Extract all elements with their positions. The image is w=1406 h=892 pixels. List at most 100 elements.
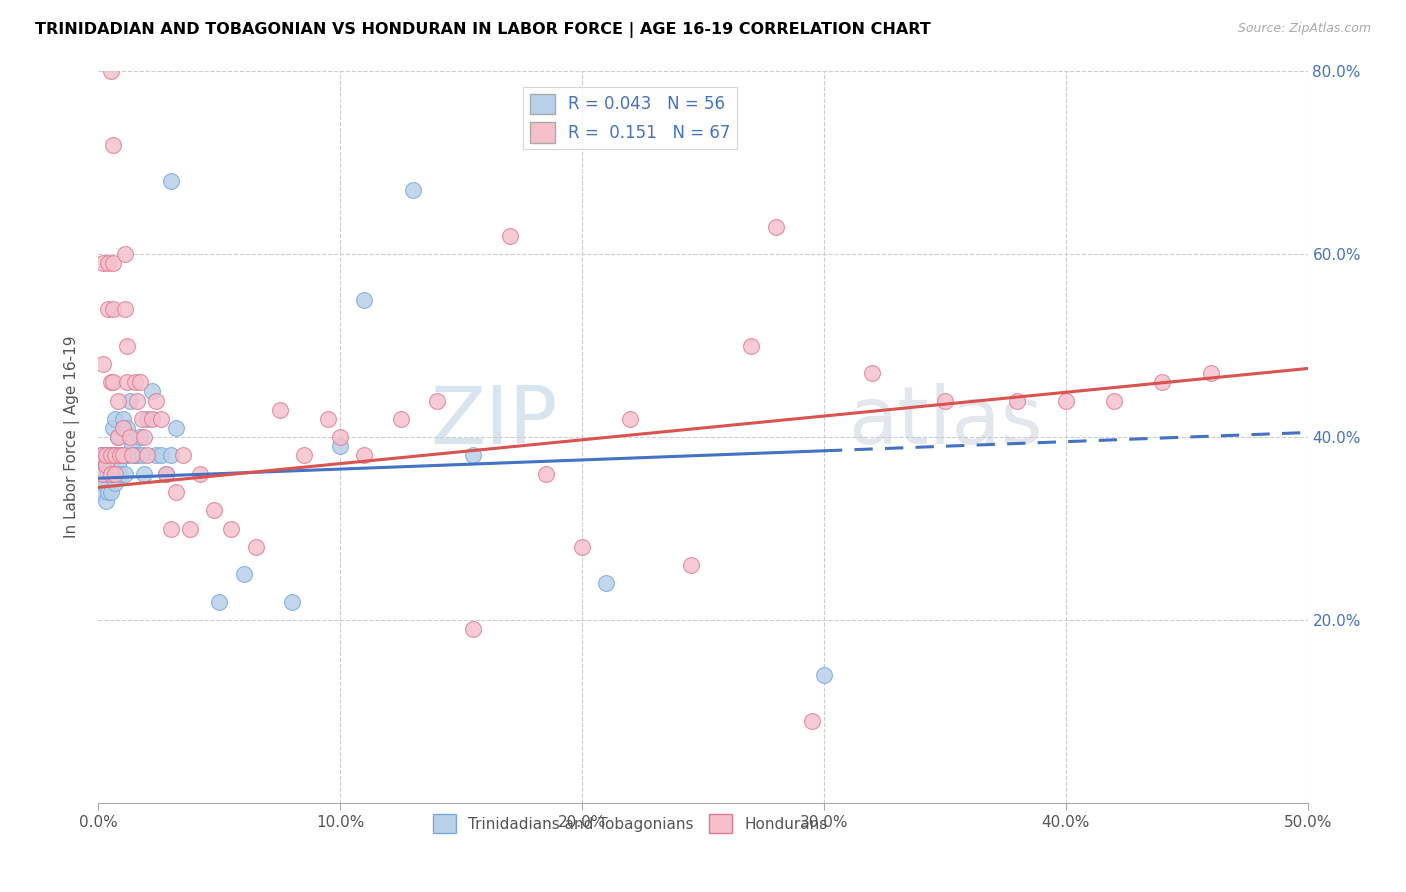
- Point: [91, 475, 114, 490]
- Text: atlas: atlas: [848, 384, 1042, 461]
- Point: [117, 338, 139, 352]
- Point: [124, 448, 146, 462]
- Point: [104, 448, 127, 462]
- Point: [402, 183, 425, 197]
- Text: ZIP: ZIP: [430, 384, 558, 461]
- Text: TRINIDADIAN AND TOBAGONIAN VS HONDURAN IN LABOR FORCE | AGE 16-19 CORRELATION CH: TRINIDADIAN AND TOBAGONIAN VS HONDURAN I…: [35, 22, 931, 38]
- Point: [127, 448, 149, 462]
- Point: [141, 412, 163, 426]
- Point: [97, 448, 120, 462]
- Point: [111, 448, 134, 462]
- Point: [90, 448, 112, 462]
- Point: [97, 301, 120, 317]
- Point: [150, 448, 173, 462]
- Point: [595, 576, 617, 591]
- Point: [269, 402, 291, 417]
- Point: [90, 448, 112, 462]
- Point: [118, 430, 141, 444]
- Point: [108, 467, 131, 481]
- Point: [165, 485, 187, 500]
- Point: [100, 375, 122, 389]
- Point: [160, 174, 183, 188]
- Point: [91, 256, 114, 270]
- Point: [134, 430, 156, 444]
- Point: [934, 393, 956, 408]
- Point: [100, 448, 122, 462]
- Point: [160, 448, 183, 462]
- Point: [94, 467, 117, 481]
- Point: [114, 448, 136, 462]
- Point: [426, 393, 449, 408]
- Point: [188, 467, 211, 481]
- Point: [165, 421, 187, 435]
- Point: [128, 430, 150, 444]
- Point: [114, 247, 136, 261]
- Point: [91, 448, 114, 462]
- Point: [679, 558, 702, 573]
- Point: [91, 357, 114, 371]
- Point: [245, 540, 267, 554]
- Point: [329, 430, 352, 444]
- Point: [127, 393, 149, 408]
- Point: [208, 594, 231, 608]
- Point: [101, 256, 124, 270]
- Point: [463, 448, 485, 462]
- Point: [160, 521, 183, 535]
- Point: [100, 448, 122, 462]
- Point: [100, 485, 122, 500]
- Point: [94, 448, 117, 462]
- Point: [108, 448, 131, 462]
- Text: Source: ZipAtlas.com: Source: ZipAtlas.com: [1237, 22, 1371, 36]
- Point: [292, 448, 315, 462]
- Point: [114, 301, 136, 317]
- Point: [94, 458, 117, 472]
- Point: [131, 448, 153, 462]
- Point: [145, 448, 167, 462]
- Point: [100, 458, 122, 472]
- Legend: Trinidadians and Tobagonians, Hondurans: Trinidadians and Tobagonians, Hondurans: [427, 808, 834, 839]
- Point: [97, 256, 120, 270]
- Point: [316, 412, 339, 426]
- Point: [94, 494, 117, 508]
- Point: [90, 467, 112, 481]
- Point: [1152, 375, 1174, 389]
- Point: [155, 467, 177, 481]
- Point: [104, 475, 127, 490]
- Point: [155, 467, 177, 481]
- Point: [101, 421, 124, 435]
- Point: [353, 293, 375, 307]
- Point: [111, 412, 134, 426]
- Point: [104, 412, 127, 426]
- Point: [740, 338, 762, 352]
- Point: [107, 430, 129, 444]
- Point: [100, 467, 122, 481]
- Point: [97, 485, 120, 500]
- Point: [128, 375, 150, 389]
- Point: [101, 375, 124, 389]
- Point: [463, 622, 485, 636]
- Point: [179, 521, 201, 535]
- Point: [498, 229, 520, 244]
- Point: [1102, 393, 1125, 408]
- Point: [534, 467, 557, 481]
- Point: [1199, 366, 1222, 380]
- Point: [135, 448, 157, 462]
- Point: [91, 458, 114, 472]
- Point: [117, 375, 139, 389]
- Point: [107, 458, 129, 472]
- Point: [571, 540, 593, 554]
- Point: [108, 448, 131, 462]
- Point: [111, 421, 134, 435]
- Point: [860, 366, 883, 380]
- Point: [221, 521, 243, 535]
- Point: [101, 137, 124, 152]
- Point: [204, 503, 226, 517]
- Point: [91, 467, 114, 481]
- Point: [107, 393, 129, 408]
- Point: [150, 412, 173, 426]
- Point: [353, 448, 375, 462]
- Point: [114, 467, 136, 481]
- Point: [101, 448, 124, 462]
- Point: [91, 467, 114, 481]
- Point: [104, 467, 127, 481]
